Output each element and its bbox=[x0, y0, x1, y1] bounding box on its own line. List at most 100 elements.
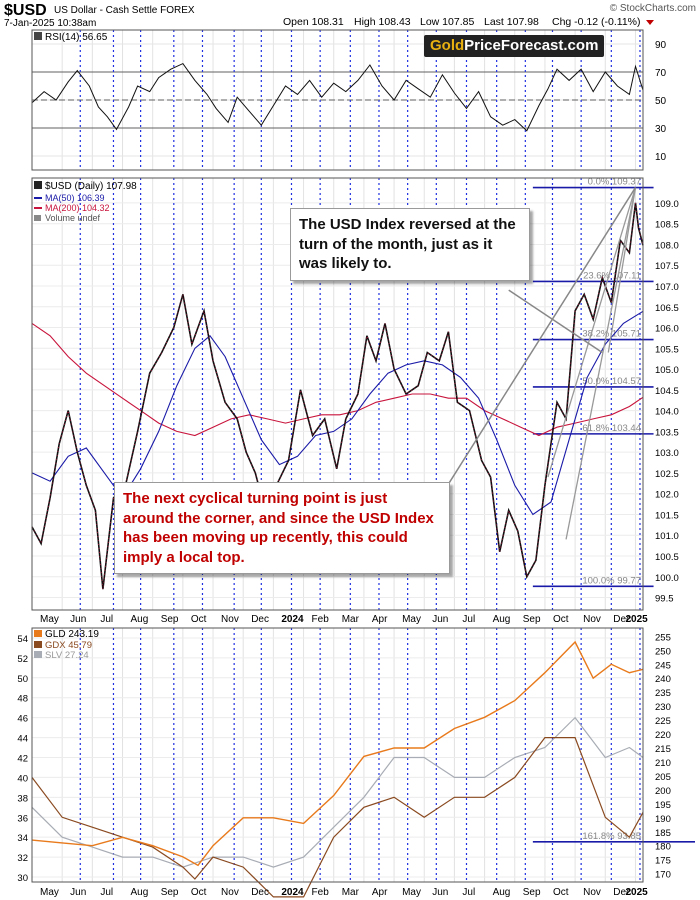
ohlc-last: Last 107.98 bbox=[484, 16, 539, 28]
right-tick-label: 175 bbox=[655, 856, 671, 867]
left-tick-label: 32 bbox=[17, 853, 28, 864]
right-tick-label: 180 bbox=[655, 842, 671, 853]
logo: GoldPriceForecast.com bbox=[424, 35, 605, 57]
x-axis-label: Nov bbox=[221, 614, 239, 625]
right-tick-label: 205 bbox=[655, 772, 671, 783]
left-tick-label: 40 bbox=[17, 773, 28, 784]
x-axis-label: Aug bbox=[493, 887, 511, 898]
x-axis-label: Sep bbox=[523, 614, 541, 625]
x-axis-label: May bbox=[40, 614, 59, 625]
left-tick-label: 34 bbox=[17, 833, 28, 844]
ma50-line bbox=[31, 310, 644, 516]
price-tick-label: 99.5 bbox=[655, 594, 674, 605]
x-axis-label: 2024 bbox=[281, 887, 304, 898]
x-axis-label: Sep bbox=[161, 887, 179, 898]
right-tick-label: 255 bbox=[655, 632, 671, 643]
x-axis-label: Sep bbox=[523, 887, 541, 898]
symbol-title: $USD bbox=[4, 2, 47, 19]
fib-level-label: 50.0% 104.57 bbox=[582, 376, 641, 387]
price-tick-label: 109.0 bbox=[655, 199, 679, 210]
rsi-tick-label: 10 bbox=[655, 152, 667, 163]
right-tick-label: 225 bbox=[655, 716, 671, 727]
x-axis-label: Jul bbox=[100, 614, 113, 625]
gld-line bbox=[31, 640, 644, 867]
rsi-tick-label: 70 bbox=[655, 68, 667, 79]
chart-date: 7-Jan-2025 10:38am bbox=[4, 18, 96, 29]
usd-frame bbox=[31, 177, 644, 611]
right-tick-label: 215 bbox=[655, 744, 671, 755]
left-tick-label: 36 bbox=[17, 813, 28, 824]
price-tick-label: 103.0 bbox=[655, 448, 679, 459]
fib-level-label: 0.0% 109.37 bbox=[588, 177, 641, 188]
right-tick-label: 195 bbox=[655, 800, 671, 811]
left-tick-label: 44 bbox=[17, 734, 28, 745]
usd-legend: $USD (Daily) 107.98 bbox=[45, 181, 137, 192]
x-axis-label: Aug bbox=[131, 614, 149, 625]
ohlc-chg: Chg -0.12 (-0.11%) bbox=[552, 16, 641, 28]
down-arrow-icon bbox=[646, 20, 654, 25]
left-tick-label: 46 bbox=[17, 714, 28, 725]
price-tick-label: 107.5 bbox=[655, 261, 679, 272]
gdx-line bbox=[31, 737, 644, 898]
x-axis-label: May bbox=[402, 614, 421, 625]
x-axis-label: Oct bbox=[191, 614, 207, 625]
price-tick-label: 108.0 bbox=[655, 240, 679, 251]
volume-legend: Volume undef bbox=[45, 213, 101, 223]
fib-level-label: 61.8% 103.44 bbox=[582, 423, 641, 434]
callout-cyclical-turning-point: The next cyclical turning point is just … bbox=[114, 482, 450, 574]
watermark: © StockCharts.com bbox=[610, 3, 696, 14]
annotation-line bbox=[547, 187, 637, 478]
slv-line bbox=[31, 716, 644, 868]
price-tick-label: 100.0 bbox=[655, 573, 679, 584]
chart-header: $USD US Dollar - Cash Settle FOREX 7-Jan… bbox=[4, 2, 696, 29]
rsi-legend: RSI(14) 56.65 bbox=[45, 32, 108, 43]
x-axis-label: Feb bbox=[312, 887, 330, 898]
x-axis-label: Apr bbox=[372, 614, 388, 625]
metals-frame bbox=[31, 627, 644, 883]
callout-usd-reversed: The USD Index reversed at the turn of th… bbox=[290, 208, 530, 281]
x-axis-label: Jun bbox=[70, 887, 86, 898]
right-tick-label: 185 bbox=[655, 828, 671, 839]
right-tick-label: 200 bbox=[655, 786, 671, 797]
rsi-tick-label: 50 bbox=[655, 96, 667, 107]
price-tick-label: 100.5 bbox=[655, 552, 679, 563]
right-tick-label: 245 bbox=[655, 660, 671, 671]
ohlc-high: High 108.43 bbox=[354, 16, 411, 28]
x-axis-label: Jun bbox=[432, 614, 448, 625]
price-tick-label: 105.5 bbox=[655, 344, 679, 355]
ma200-line bbox=[31, 322, 644, 437]
slv-legend: SLV 27.24 bbox=[45, 650, 89, 661]
price-tick-label: 104.5 bbox=[655, 386, 679, 397]
price-tick-label: 106.0 bbox=[655, 324, 679, 335]
x-axis-label: Nov bbox=[583, 614, 601, 625]
callout-pointer-line bbox=[508, 289, 603, 354]
x-axis-label: Nov bbox=[221, 887, 239, 898]
x-axis-label: 2025 bbox=[625, 614, 648, 625]
x-axis-label: May bbox=[402, 887, 421, 898]
x-axis-label: Dec bbox=[251, 887, 269, 898]
x-axis-label: Oct bbox=[553, 614, 569, 625]
gld-legend: GLD 243.19 bbox=[45, 629, 99, 640]
rsi-tick-label: 90 bbox=[655, 40, 667, 51]
left-tick-label: 38 bbox=[17, 793, 28, 804]
price-tick-label: 102.5 bbox=[655, 469, 679, 480]
x-axis-label: Aug bbox=[493, 614, 511, 625]
right-tick-label: 170 bbox=[655, 870, 671, 881]
volume-legend-swatch bbox=[34, 215, 41, 221]
fib-level-label: 23.6% 107.11 bbox=[583, 270, 641, 281]
logo-text-gold: Gold bbox=[430, 37, 465, 54]
gld-legend-swatch bbox=[34, 630, 42, 637]
x-axis-label: Dec bbox=[251, 614, 269, 625]
right-tick-label: 250 bbox=[655, 646, 671, 657]
x-axis-label: 2025 bbox=[625, 887, 648, 898]
right-tick-label: 220 bbox=[655, 730, 671, 741]
left-tick-label: 48 bbox=[17, 694, 28, 705]
x-axis-label: Oct bbox=[553, 887, 569, 898]
x-axis-label: 2024 bbox=[281, 614, 304, 625]
ma50-legend: MA(50) 106.39 bbox=[45, 193, 105, 203]
x-axis-label: Nov bbox=[583, 887, 601, 898]
rsi-frame bbox=[31, 29, 644, 171]
x-axis-label: Jul bbox=[462, 887, 475, 898]
x-axis-label: Apr bbox=[372, 887, 388, 898]
